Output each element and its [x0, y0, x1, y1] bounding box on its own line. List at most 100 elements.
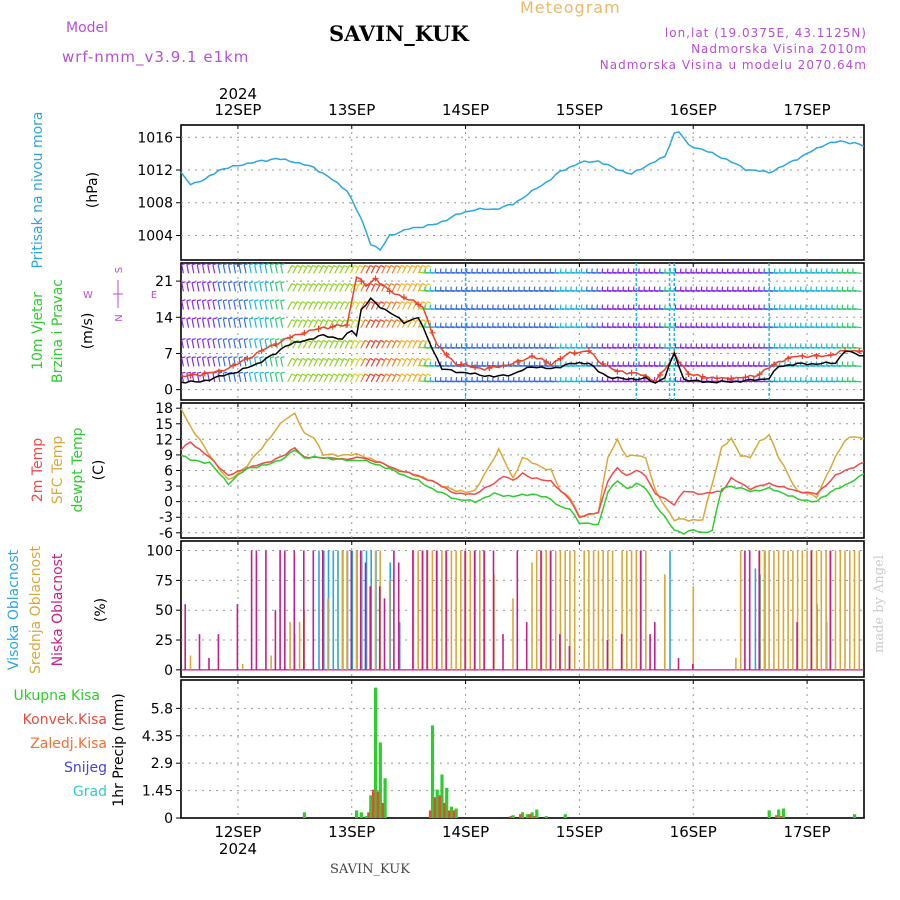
wind-barb-flag — [296, 282, 301, 286]
gust-marker — [827, 351, 834, 358]
wind-barb — [328, 358, 335, 367]
conv-precip-bar — [433, 797, 437, 818]
total-precip-bar — [563, 814, 567, 818]
wind-barb — [407, 340, 413, 349]
gust-marker — [856, 347, 863, 354]
wind-barb-flag — [181, 317, 186, 320]
gust-marker — [699, 373, 706, 380]
wind-barb — [349, 283, 356, 292]
wind-barb — [222, 372, 226, 383]
wind-barb-flag — [228, 338, 233, 341]
wind-barb-flag — [233, 338, 238, 341]
tick-label-temp-6: 12 — [155, 432, 173, 448]
wind-barb-flag — [212, 263, 217, 266]
wind-barb-flag — [291, 301, 296, 304]
wind-barb-flag — [244, 281, 249, 284]
wind-barb-flag — [416, 339, 421, 343]
wind-barb-flag — [264, 317, 270, 320]
wind-barb — [302, 283, 309, 292]
wind-barb — [191, 300, 195, 310]
total-precip-bar — [374, 687, 378, 818]
wind-barb-flag — [217, 317, 223, 320]
wind-barb — [274, 357, 278, 367]
wind-barb-flag — [270, 299, 275, 302]
wind-barb — [191, 357, 195, 367]
wind-barb-flag — [343, 357, 348, 361]
tick-label-cloud-0: 0 — [164, 663, 173, 679]
wind-barb-flag — [369, 319, 374, 323]
wind-barb-flag — [369, 357, 374, 361]
wind-barb-flag — [317, 357, 322, 361]
wind-speed-line — [180, 297, 864, 384]
gust-marker — [301, 329, 308, 336]
wind-barb-flag — [275, 371, 280, 374]
wind-barb-flag — [380, 373, 385, 377]
wind-barb — [344, 373, 350, 383]
wind-barb — [269, 372, 273, 383]
temp-unit: (C) — [91, 460, 107, 481]
wind-barb — [227, 357, 231, 367]
wind-barb-flag — [385, 373, 390, 377]
wind-barb-flag — [212, 299, 217, 302]
wind-barb — [196, 264, 200, 274]
wind-barb — [313, 265, 319, 274]
wind-barb — [349, 265, 356, 274]
wind-barb-flag — [259, 371, 264, 374]
wind-barb — [323, 373, 329, 383]
conv-precip-bar — [519, 814, 522, 818]
wind-barb-flag — [244, 338, 249, 341]
gust-marker — [628, 369, 635, 376]
wind-barb-flag — [270, 281, 275, 284]
wind-barb-flag — [427, 357, 432, 361]
wind-barb-flag — [233, 356, 238, 359]
gust-marker — [415, 301, 422, 308]
pressure-line — [180, 131, 865, 252]
wind-barb-flag — [264, 371, 270, 374]
date-label-top-0: 12SEP — [214, 101, 261, 119]
total-precip-bar — [440, 774, 444, 818]
wind-barb — [354, 358, 361, 367]
wind-barb — [254, 357, 257, 367]
wind-barb-flag — [385, 301, 390, 304]
station-title: SAVIN_KUK — [329, 21, 469, 46]
wind-barb — [222, 339, 226, 349]
cloud-label-low: Niska Oblacnost — [50, 553, 66, 666]
wind-barb — [212, 300, 216, 310]
wind-barb-flag — [380, 339, 385, 343]
gust-marker — [329, 323, 336, 330]
wind-barb-flag — [186, 338, 191, 341]
wind-barb — [297, 283, 303, 292]
gust-marker — [742, 374, 749, 381]
total-precip-bar — [445, 787, 449, 818]
wind-barb-flag — [217, 338, 223, 341]
wind-barb — [297, 373, 303, 383]
wind-barb-flag — [291, 357, 296, 361]
wind-barb-flag — [333, 357, 338, 361]
wind-barb — [339, 373, 345, 383]
gust-marker — [201, 370, 208, 377]
wind-barb-flag — [223, 371, 228, 374]
wind-barb — [386, 373, 392, 383]
wind-barb — [287, 301, 293, 310]
wind-barb-flag — [333, 282, 338, 286]
wind-barb-flag — [207, 317, 212, 320]
precip-legend-2: Zaledj.Kisa — [30, 736, 107, 752]
wind-barb — [274, 318, 278, 328]
wind-barb-flag — [390, 373, 395, 377]
wind-barb — [227, 339, 231, 349]
wind-barb-flag — [212, 317, 217, 320]
wind-barb-flag — [364, 373, 369, 377]
wind-barb-flag — [223, 317, 228, 320]
wind-barb — [201, 282, 205, 292]
wind-barb-flag — [197, 338, 202, 341]
gust-marker — [258, 347, 265, 354]
wind-barb — [238, 318, 242, 328]
wind-barb-flag — [264, 263, 270, 266]
wind-barb-flag — [349, 264, 354, 268]
wind-barb — [391, 358, 397, 367]
wind-barb — [196, 282, 200, 292]
wind-barb-flag — [349, 357, 354, 361]
wind-barb — [365, 340, 371, 349]
wind-barb-flag — [186, 299, 191, 302]
wind-barb-flag — [238, 356, 244, 359]
